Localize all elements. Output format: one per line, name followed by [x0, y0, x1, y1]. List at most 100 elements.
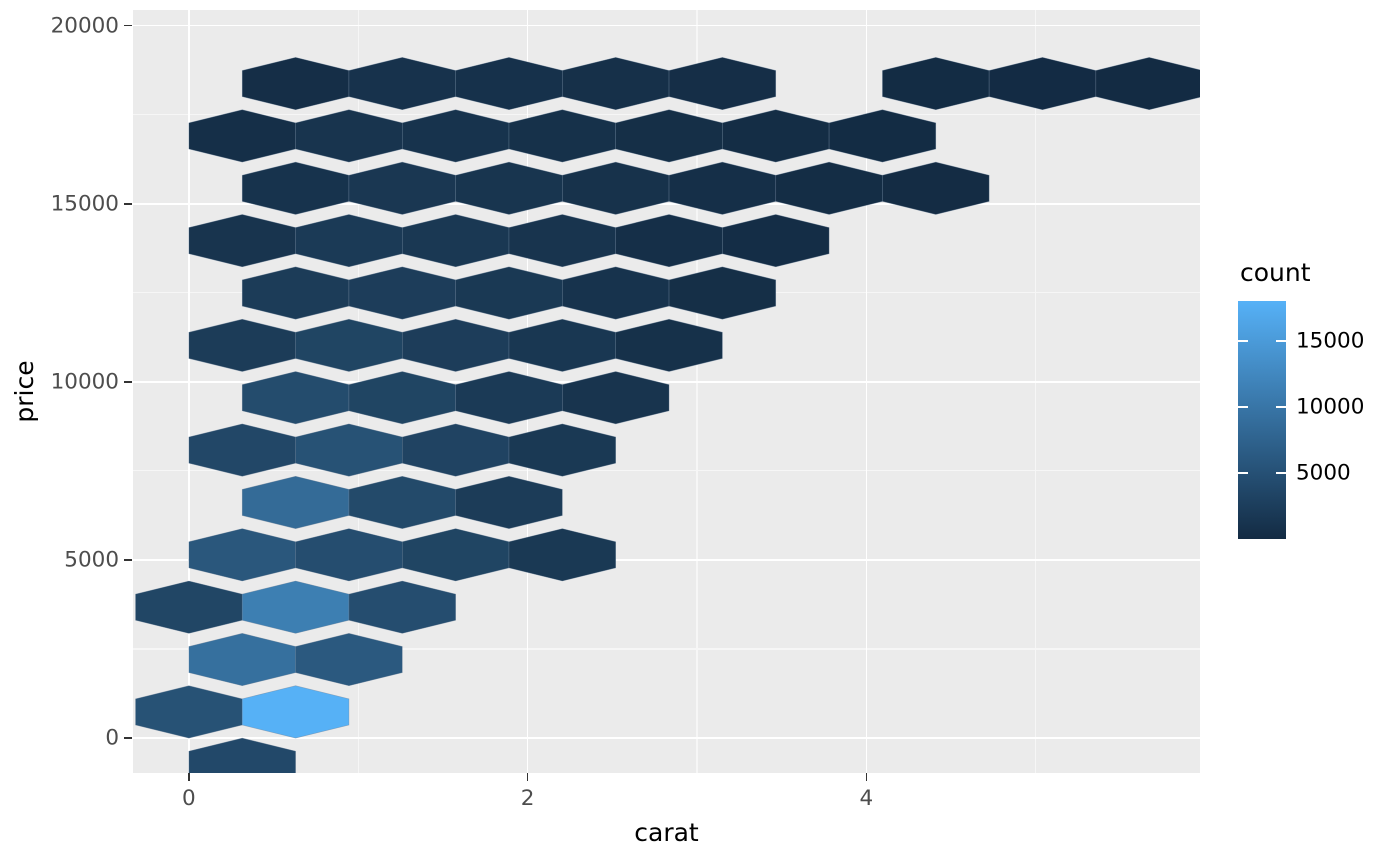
hex-bin [188, 423, 296, 477]
gridline [188, 10, 190, 773]
hex-bin [508, 214, 616, 268]
legend-tick-label: 10000 [1296, 394, 1365, 420]
hex-bin [135, 685, 243, 739]
hex-bin [722, 109, 830, 163]
hex-bin [615, 109, 723, 163]
gridline [133, 559, 1200, 561]
hex-bin [1095, 57, 1200, 111]
hex-bin [668, 57, 777, 111]
y-tick-label: 5000 [64, 547, 119, 573]
hex-bin [188, 528, 296, 582]
legend-tick-mark [1238, 471, 1248, 474]
y-tick-label: 15000 [50, 191, 119, 217]
gridline [133, 470, 1200, 472]
hex-bin [455, 57, 563, 111]
x-tick-label: 4 [859, 786, 874, 811]
hex-bin [295, 633, 403, 687]
hex-bin [455, 266, 563, 320]
hex-bin [988, 57, 1097, 111]
y-tick-mark [124, 737, 132, 739]
legend-tick-mark [1276, 339, 1286, 342]
hex-bin [455, 371, 563, 425]
legend-tick-mark [1238, 405, 1248, 408]
hex-bin [295, 528, 403, 582]
gridline [1035, 10, 1037, 773]
hex-bin [401, 318, 510, 372]
hex-bin [295, 423, 403, 477]
x-tick-mark [526, 773, 529, 781]
hexbin-layer [133, 10, 1200, 773]
hex-bin [295, 214, 403, 268]
gridline [865, 10, 868, 773]
hex-bin [348, 475, 456, 529]
x-tick-label: 2 [520, 786, 535, 811]
y-tick-mark [124, 202, 132, 205]
y-tick-label: 10000 [50, 369, 119, 395]
hex-bin [188, 214, 296, 268]
x-tick-mark [865, 773, 868, 781]
hex-bin [241, 580, 350, 634]
hex-bin [135, 580, 243, 634]
plot-panel [133, 10, 1200, 773]
hex-bin [401, 528, 510, 582]
hex-bin [722, 214, 830, 268]
hex-bin [828, 109, 937, 163]
gridline [133, 202, 1200, 205]
legend-tick-mark [1276, 471, 1286, 474]
hex-bin [508, 109, 616, 163]
hex-bin [455, 161, 563, 215]
legend-tick-label: 15000 [1296, 328, 1365, 354]
hex-bin [241, 57, 350, 111]
legend-colorbar[interactable] [1238, 301, 1286, 539]
legend-title: count [1240, 258, 1311, 287]
hex-bin [348, 161, 456, 215]
hex-bin [295, 318, 403, 372]
hex-bin [562, 371, 670, 425]
gridline [696, 10, 698, 773]
hex-bin [668, 266, 777, 320]
hex-bin [348, 57, 456, 111]
legend: count 5000 10000 15000 [1238, 258, 1398, 539]
legend-body: 5000 10000 15000 [1238, 301, 1398, 539]
y-tick-mark [124, 381, 132, 383]
legend-tick-label: 5000 [1296, 460, 1351, 486]
hex-bin [882, 57, 990, 111]
hex-bin [775, 161, 883, 215]
hex-bin [348, 266, 456, 320]
hex-bin [615, 318, 723, 372]
hex-bin [401, 423, 510, 477]
hex-bin [241, 685, 350, 739]
hex-bin [562, 266, 670, 320]
hex-bin [562, 57, 670, 111]
hex-bin [188, 109, 296, 163]
hex-bin [668, 161, 777, 215]
gridline [133, 381, 1200, 383]
x-tick-mark [188, 773, 190, 781]
hex-bin [348, 371, 456, 425]
y-tick-mark [124, 559, 132, 561]
gridline [133, 648, 1200, 650]
hex-bin [508, 318, 616, 372]
hex-bin [241, 161, 350, 215]
hex-bin [295, 109, 403, 163]
hex-bin [455, 475, 563, 529]
y-tick-label: 20000 [50, 13, 119, 39]
hex-bin [241, 475, 350, 529]
hex-bin [615, 214, 723, 268]
hex-bin [188, 633, 296, 687]
gridline [133, 737, 1200, 739]
hex-bin [562, 161, 670, 215]
hexbin-svg [135, 57, 1200, 773]
y-tick-label: 0 [105, 725, 119, 751]
y-tick-mark [124, 24, 132, 27]
hex-bin [508, 423, 616, 477]
hex-bin [508, 528, 616, 582]
hex-bin [401, 109, 510, 163]
x-axis-title: carat [634, 818, 699, 847]
hex-bin [348, 580, 456, 634]
hex-bin [188, 737, 296, 773]
legend-tick-mark [1238, 339, 1248, 342]
x-tick-label: 0 [182, 786, 196, 811]
legend-tick-mark [1276, 405, 1286, 408]
